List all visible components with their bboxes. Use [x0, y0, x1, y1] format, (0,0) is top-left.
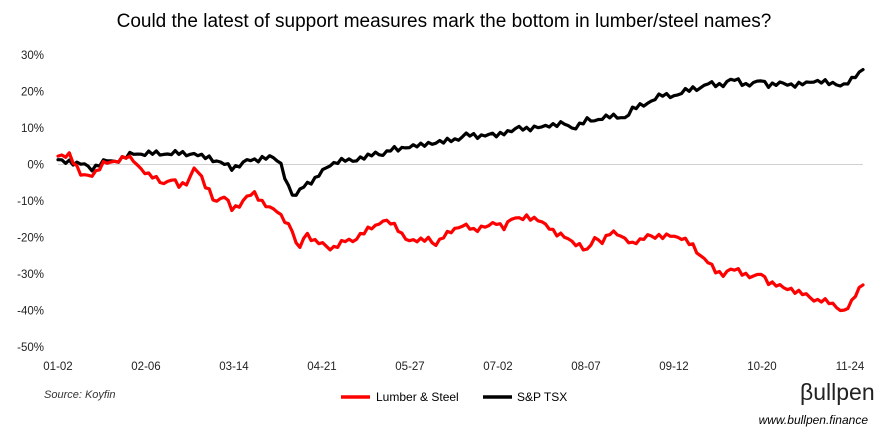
x-tick-label: 11-24 [836, 361, 865, 373]
chart-title: Could the latest of support measures mar… [117, 11, 772, 32]
x-tick-label: 01-02 [43, 361, 72, 373]
source-label: Source: Koyfin [44, 389, 116, 401]
x-tick-label: 02-06 [131, 361, 160, 373]
series-line-s-p-tsx [56, 68, 865, 197]
brand-url: www.bullpen.finance [759, 413, 869, 427]
y-tick-label: 10% [21, 123, 44, 135]
series-layer [56, 68, 865, 313]
x-tick-label: 03-14 [219, 361, 249, 373]
y-tick-label: 0% [27, 160, 44, 172]
x-tick-label: 07-02 [483, 361, 512, 373]
y-tick-label: -10% [17, 196, 44, 208]
x-tick-label: 08-07 [571, 361, 600, 373]
y-tick-label: -40% [17, 306, 44, 318]
legend-label-lumber-steel: Lumber & Steel [376, 390, 459, 404]
x-tick-label: 10-20 [747, 361, 776, 373]
legend: Lumber & Steel S&P TSX [341, 390, 567, 404]
x-tick-label: 04-21 [307, 361, 336, 373]
y-tick-label: -30% [17, 269, 44, 281]
x-axis-ticks: 01-02 02-06 03-14 04-21 05-27 07-02 08-07 09-12… [43, 361, 865, 373]
y-tick-label: -20% [17, 233, 44, 245]
series-line-lumber-steel [56, 151, 865, 313]
x-tick-label: 09-12 [659, 361, 688, 373]
y-tick-label: 30% [21, 50, 44, 62]
brand-logo: βullpen [800, 379, 875, 405]
y-tick-label: -50% [17, 342, 44, 354]
x-tick-label: 05-27 [395, 361, 424, 373]
y-axis-ticks: 30% 20% 10% 0% -10% -20% -30% -40% -50% [17, 50, 44, 354]
legend-label-sp-tsx: S&P TSX [517, 390, 567, 404]
y-tick-label: 20% [21, 87, 44, 99]
